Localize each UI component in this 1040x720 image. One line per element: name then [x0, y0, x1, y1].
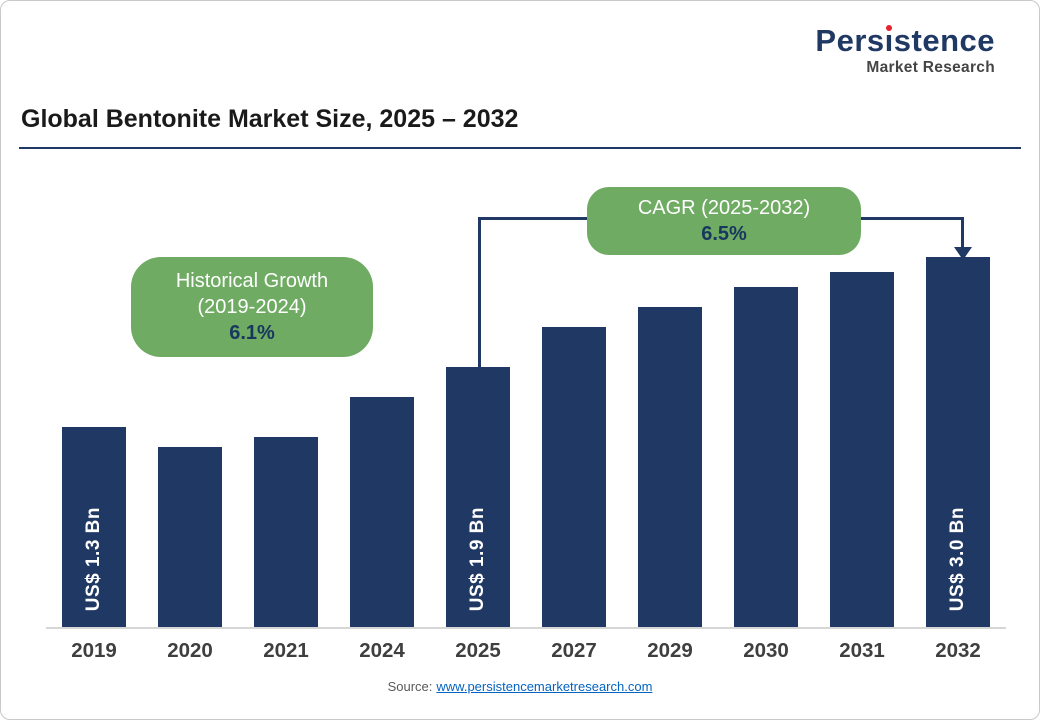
bar-value-label-2025: US$ 1.9 Bn: [467, 506, 488, 611]
cagr-value: 6.5%: [701, 223, 747, 245]
plot-area: US$ 1.3 Bn US$ 1.9 Bn US$ 3.0 Bn: [46, 151, 1006, 629]
bar-value-label-2032: US$ 3.0 Bn: [947, 506, 968, 611]
historical-growth-value: 6.1%: [229, 322, 275, 344]
bar-2020: [158, 447, 222, 627]
cagr-label: CAGR (2025-2032): [637, 197, 811, 219]
logo-subtitle: Market Research: [866, 59, 995, 76]
x-axis-label-2024: 2024: [359, 639, 405, 662]
historical-growth-label: Historical Growth: [175, 270, 329, 292]
cagr-callout: CAGR (2025-2032) 6.5%: [587, 187, 861, 255]
bracket-line-from-2025: [478, 217, 481, 370]
x-axis-label-2025: 2025: [455, 639, 501, 662]
bar-2021: [254, 437, 318, 627]
bar-column-2024: [334, 151, 430, 627]
bar-column-2032: US$ 3.0 Bn: [910, 151, 1006, 627]
logo-i-red-dot: ı: [884, 23, 894, 58]
arrow-down-icon: [954, 247, 972, 260]
bar-column-2021: [238, 151, 334, 627]
bar-column-2019: US$ 1.3 Bn: [46, 151, 142, 627]
bar-column-2030: [718, 151, 814, 627]
source-prefix: Source:: [387, 679, 433, 694]
x-axis-label-2027: 2027: [551, 639, 597, 662]
bar-column-2020: [142, 151, 238, 627]
bar-2025: US$ 1.9 Bn: [446, 367, 510, 627]
bar-2032: US$ 3.0 Bn: [926, 257, 990, 627]
logo-wordmark: Persıstence: [815, 25, 995, 56]
pmr-logo: Persıstence Market Research: [815, 25, 995, 76]
bar-column-2031: [814, 151, 910, 627]
source-line: Source: www.persistencemarketresearch.com: [1, 679, 1039, 694]
historical-growth-period: (2019-2024): [197, 296, 307, 318]
title-underline: [19, 147, 1021, 149]
bar-value-label-2019: US$ 1.3 Bn: [83, 506, 104, 611]
bar-2027: [542, 327, 606, 627]
bar-2019: US$ 1.3 Bn: [62, 427, 126, 627]
x-axis-labels: 2019 2020 2021 2024 2025 2027 2029 2030 2031 2032: [46, 639, 1006, 663]
bar-2031: [830, 272, 894, 627]
bracket-line-to-2032: [961, 217, 964, 249]
source-link[interactable]: www.persistencemarketresearch.com: [436, 679, 653, 694]
x-axis-label-2020: 2020: [167, 639, 213, 662]
bar-2029: [638, 307, 702, 627]
logo-text-post: stence: [893, 23, 995, 58]
bar-2024: [350, 397, 414, 627]
chart-title: Global Bentonite Market Size, 2025 – 203…: [21, 105, 519, 133]
bar-column-2029: [622, 151, 718, 627]
logo-text-pre: Pers: [815, 23, 885, 58]
x-axis-label-2032: 2032: [935, 639, 981, 662]
x-axis-label-2029: 2029: [647, 639, 693, 662]
bars-container: US$ 1.3 Bn US$ 1.9 Bn US$ 3.0 Bn: [46, 151, 1006, 627]
x-axis-label-2031: 2031: [839, 639, 885, 662]
bar-column-2025: US$ 1.9 Bn: [430, 151, 526, 627]
bar-2030: [734, 287, 798, 627]
bar-column-2027: [526, 151, 622, 627]
x-axis-label-2021: 2021: [263, 639, 309, 662]
x-axis-label-2019: 2019: [71, 639, 117, 662]
historical-growth-callout: Historical Growth (2019-2024) 6.1%: [131, 257, 373, 357]
x-axis-label-2030: 2030: [743, 639, 789, 662]
